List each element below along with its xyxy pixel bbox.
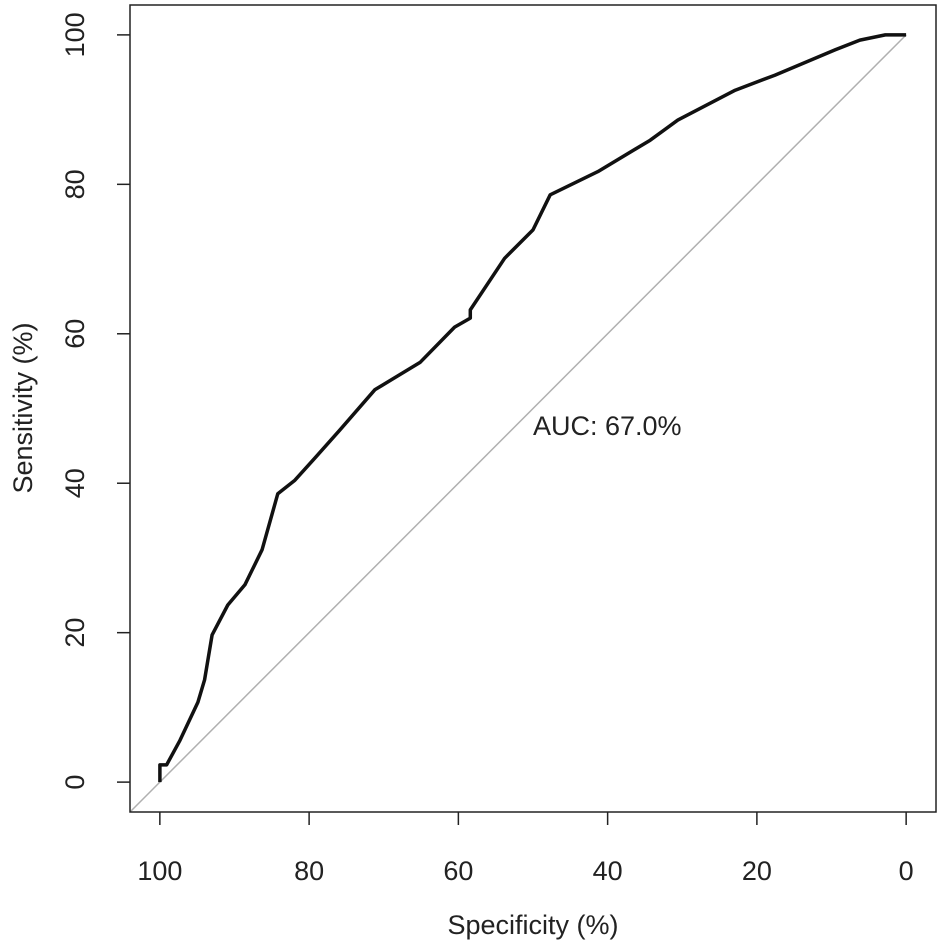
- y-tick-label: 100: [60, 12, 90, 57]
- x-tick-label: 60: [443, 856, 473, 886]
- x-tick-label: 20: [742, 856, 772, 886]
- plot-frame: [129, 4, 937, 813]
- y-tick-label: 40: [60, 468, 90, 498]
- roc-curve: [158, 33, 907, 783]
- y-tick-label: 20: [60, 618, 90, 648]
- y-axis-label: Sensitivity (%): [8, 322, 38, 493]
- x-tick-label: 40: [593, 856, 623, 886]
- y-tick-label: 80: [60, 169, 90, 199]
- reference-line: [129, 34, 907, 813]
- x-tick-label: 100: [137, 856, 182, 886]
- x-axis-label: Specificity (%): [447, 910, 618, 940]
- y-tick-label: 60: [60, 319, 90, 349]
- x-tick-label: 0: [899, 856, 914, 886]
- y-tick-label: 0: [60, 775, 90, 790]
- x-tick-label: 80: [294, 856, 324, 886]
- annotation: AUC: 67.0%: [533, 411, 682, 441]
